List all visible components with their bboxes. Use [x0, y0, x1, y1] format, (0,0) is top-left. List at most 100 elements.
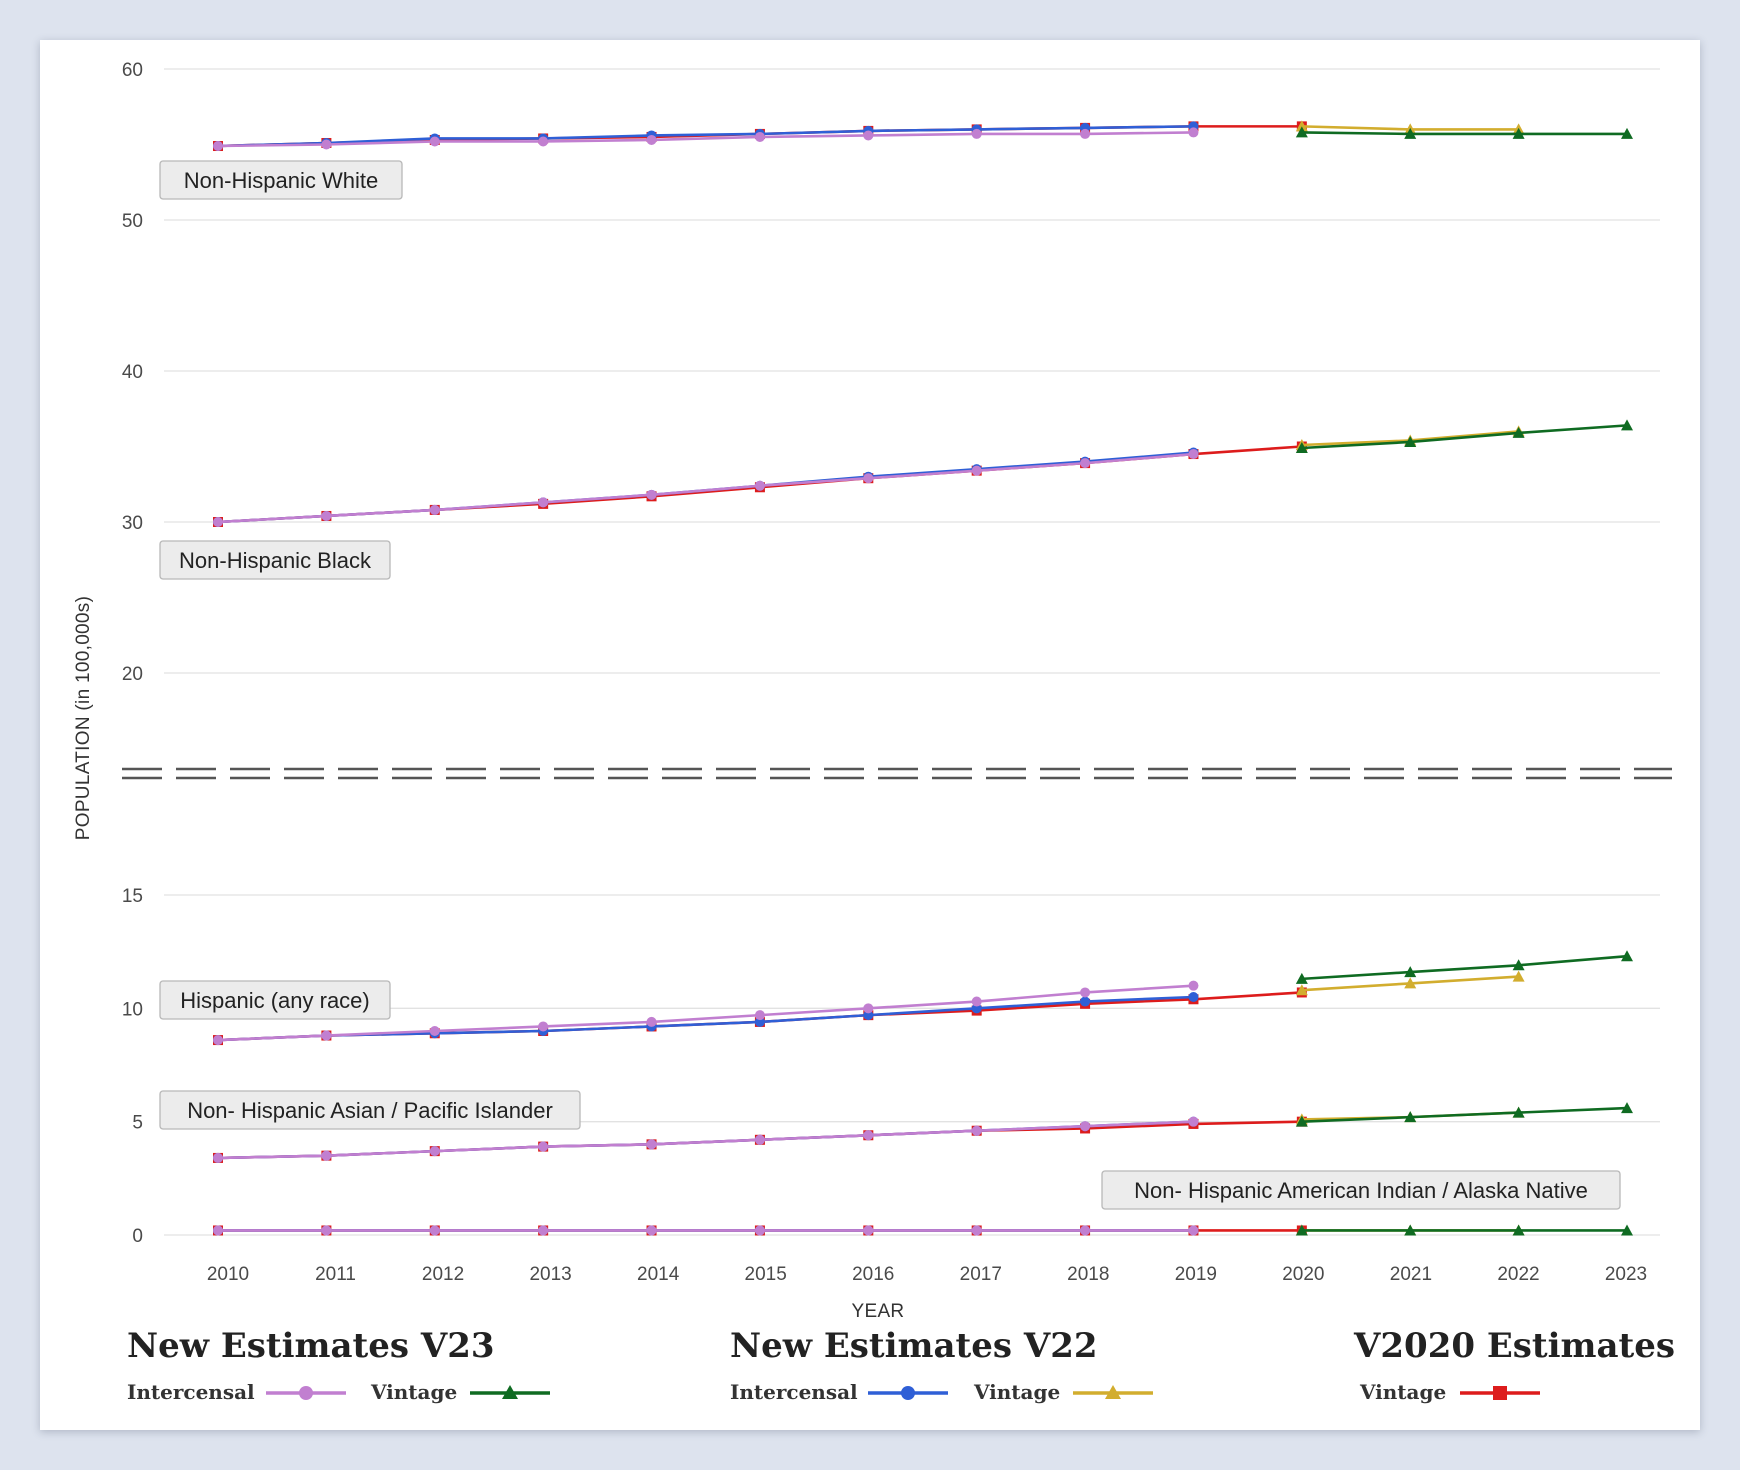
data-point	[321, 510, 332, 521]
data-point	[1080, 987, 1091, 998]
group-label: Non-Hispanic White	[159, 160, 403, 200]
group-label-text: Non- Hispanic American Indian / Alaska N…	[1134, 1178, 1588, 1203]
data-point	[646, 1016, 657, 1027]
data-point	[1080, 128, 1091, 139]
data-point	[1080, 1121, 1091, 1132]
x-tick-label: 2013	[529, 1264, 571, 1285]
data-point	[1404, 966, 1417, 978]
x-tick-label: 2022	[1497, 1264, 1539, 1285]
group-label: Non-Hispanic Black	[159, 540, 391, 580]
data-point	[1404, 435, 1417, 447]
data-point	[1512, 959, 1525, 971]
x-tick-label: 2016	[852, 1264, 894, 1285]
x-tick-label: 2018	[1067, 1264, 1109, 1285]
data-point	[1512, 426, 1525, 438]
data-point	[321, 1030, 332, 1041]
data-point	[971, 1225, 982, 1236]
series-line-v23_vintage	[1301, 424, 1628, 450]
data-point	[971, 1125, 982, 1136]
data-point	[1404, 977, 1417, 989]
axis-break	[122, 767, 1672, 780]
data-point	[213, 517, 223, 527]
series-group	[213, 1224, 1633, 1236]
data-point	[1295, 1224, 1308, 1236]
data-point	[1188, 1225, 1199, 1236]
data-point	[1188, 980, 1199, 991]
group-label-box	[159, 160, 403, 200]
series-layer	[213, 120, 1633, 1236]
data-point	[429, 136, 440, 147]
y-tick-label: 15	[122, 886, 143, 907]
data-point	[1404, 1224, 1417, 1236]
group-label: Non- Hispanic American Indian / Alaska N…	[1101, 1170, 1621, 1210]
y-tick-label: 5	[132, 1113, 143, 1134]
series-group	[213, 419, 1633, 527]
series-line-v23_vintage	[1301, 1106, 1628, 1123]
x-tick-label: 2020	[1282, 1264, 1324, 1285]
group-label: Hispanic (any race)	[159, 980, 391, 1020]
x-tick-label: 2010	[207, 1264, 249, 1285]
y-tick-label: 40	[122, 362, 143, 383]
data-point	[1188, 992, 1199, 1002]
data-point	[538, 136, 549, 147]
data-point	[863, 1225, 874, 1236]
series-line-v23_vintage	[1301, 954, 1628, 981]
data-point	[213, 141, 223, 152]
y-tick-label: 20	[122, 664, 143, 685]
data-point	[1404, 127, 1417, 139]
y-tick-label: 50	[122, 211, 143, 232]
data-point	[1188, 1116, 1199, 1127]
data-point	[1080, 996, 1091, 1007]
data-point	[1080, 1225, 1091, 1236]
data-point	[429, 1026, 440, 1036]
data-point	[1188, 127, 1199, 138]
group-label-box	[159, 980, 391, 1020]
data-point	[1512, 1224, 1525, 1236]
data-point	[1295, 442, 1308, 454]
series-line-v22_intercensal	[217, 451, 1194, 524]
y-tick-label: 30	[122, 513, 143, 534]
x-tick-label: 2023	[1605, 1264, 1647, 1285]
group-label-text: Non-Hispanic Black	[179, 548, 372, 573]
series-line-v23_vintage	[1301, 131, 1627, 136]
group-label-box	[1101, 1170, 1621, 1210]
group-label-text: Hispanic (any race)	[180, 988, 370, 1013]
data-point	[646, 1139, 657, 1150]
grid-layer	[164, 68, 1660, 1236]
group-label-text: Non-Hispanic White	[184, 168, 378, 193]
series-line-v23_intercensal	[217, 984, 1194, 1042]
data-point	[429, 504, 440, 515]
data-point	[646, 134, 657, 145]
data-point	[754, 480, 765, 491]
data-point	[646, 489, 657, 500]
data-point	[538, 1225, 549, 1236]
group-label-text: Non- Hispanic Asian / Pacific Islander	[187, 1098, 553, 1123]
data-point	[971, 465, 982, 476]
x-axis-title: YEAR	[852, 1301, 905, 1322]
x-tick-label: 2021	[1390, 1264, 1432, 1285]
data-point	[754, 1225, 765, 1236]
x-tick-label: 2017	[960, 1264, 1002, 1285]
series-line-v23_intercensal	[217, 1120, 1194, 1160]
data-point	[538, 1021, 549, 1032]
series-group	[213, 1102, 1633, 1163]
data-point	[1621, 950, 1633, 962]
group-label-box	[159, 1090, 581, 1130]
data-point	[429, 1146, 440, 1157]
data-point	[863, 473, 874, 484]
x-tick-label: 2012	[422, 1264, 464, 1285]
y-tick-label: 0	[132, 1226, 143, 1247]
y-axis-title: POPULATION (in 100,000s)	[73, 596, 94, 840]
data-point	[1295, 972, 1308, 984]
data-point	[1512, 970, 1525, 982]
data-point	[1295, 1115, 1308, 1127]
data-point	[1621, 1102, 1633, 1114]
data-point	[971, 996, 982, 1007]
series-line-v23_intercensal	[217, 452, 1194, 524]
data-point	[321, 1150, 332, 1161]
data-point	[1295, 126, 1308, 138]
group-label: Non- Hispanic Asian / Pacific Islander	[159, 1090, 581, 1130]
data-point	[863, 1003, 874, 1014]
group-label-box	[159, 540, 391, 580]
